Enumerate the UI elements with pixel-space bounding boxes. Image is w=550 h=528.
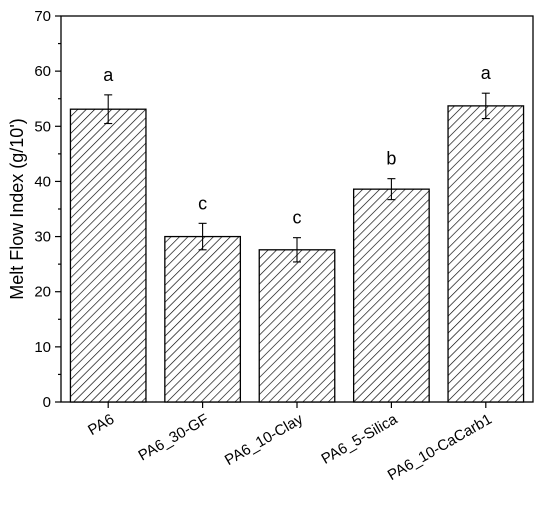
- y-tick-label: 40: [34, 173, 51, 190]
- y-tick-label: 30: [34, 229, 51, 246]
- y-tick-label: 60: [34, 63, 51, 80]
- significance-letter: a: [481, 63, 492, 83]
- x-tick-label: PA6_10-CaCarb1: [385, 411, 495, 484]
- bar-1: [164, 235, 242, 403]
- y-tick-label: 0: [43, 394, 51, 411]
- y-tick-label: 20: [34, 284, 51, 301]
- significance-letter: a: [103, 65, 114, 85]
- x-tick-label: PA6: [85, 411, 117, 439]
- x-tick-label: PA6_10-Clay: [222, 410, 307, 469]
- significance-letter: c: [198, 193, 207, 213]
- y-tick-label: 50: [34, 118, 51, 135]
- x-tick-label: PA6_30-GF: [135, 411, 211, 465]
- x-tick-label: PA6_5-Silica: [318, 410, 400, 467]
- y-axis-label: Melt Flow Index (g/10'): [7, 118, 27, 300]
- y-tick-label: 70: [34, 8, 51, 25]
- significance-letter: c: [293, 208, 302, 228]
- bar-3: [352, 188, 430, 403]
- bar-0: [69, 108, 147, 403]
- bar-4: [447, 105, 525, 403]
- y-tick-label: 10: [34, 339, 51, 356]
- bar-2: [258, 249, 336, 403]
- significance-letter: b: [386, 149, 396, 169]
